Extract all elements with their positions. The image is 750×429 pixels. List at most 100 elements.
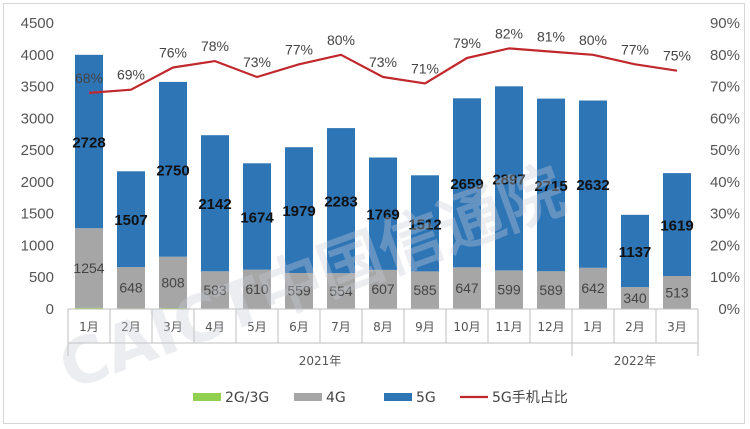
y-right-tick-label: 30%: [710, 206, 740, 223]
x-tick-label: 1月: [583, 320, 603, 334]
data-label-pct: 73%: [369, 54, 397, 70]
bar-4g-0: [75, 228, 103, 308]
data-label-5g: 1507: [114, 212, 147, 229]
line-5g-share: [88, 47, 678, 94]
y-left-tick-label: 4000: [21, 47, 54, 64]
bar-4g-6: [327, 273, 355, 309]
x-tick-label: 9月: [415, 320, 435, 334]
data-label-pct: 77%: [621, 41, 649, 57]
y-left-tick-label: 4500: [21, 15, 54, 32]
data-label-4g: 610: [245, 281, 269, 297]
bar-5g-4: [243, 163, 271, 270]
bar-4g-8: [411, 271, 439, 309]
data-label-4g: 583: [203, 282, 227, 298]
y-left-tick-label: 0: [46, 301, 54, 318]
y-left-tick-label: 2000: [21, 174, 54, 191]
data-label-5g: 2728: [72, 135, 105, 152]
bar-5g-5: [285, 147, 313, 273]
data-label-pct: 76%: [159, 45, 187, 61]
data-label-4g: 647: [455, 280, 479, 296]
bar-5g-10: [495, 86, 523, 271]
bar-5g-12: [579, 100, 607, 268]
data-label-4g: 648: [119, 280, 143, 296]
x-tick-label: 8月: [373, 320, 393, 334]
bar-4g-11: [537, 271, 565, 309]
bar-4g-2: [159, 256, 187, 309]
x-group-label: 2022年: [614, 354, 657, 368]
bar-5g-7: [369, 157, 397, 270]
data-label-4g: 642: [581, 280, 605, 296]
data-label-pct: 71%: [411, 60, 439, 76]
data-label-pct: 79%: [453, 35, 481, 51]
bar-5g-1: [117, 171, 145, 268]
bar-4g-4: [243, 269, 271, 309]
bar-5g-6: [327, 128, 355, 274]
legend-swatch: [193, 393, 221, 401]
x-group-label: 2021年: [299, 354, 342, 368]
y-right-tick-label: 60%: [710, 110, 740, 127]
chart-frame: [3, 3, 745, 424]
bar-4g-12: [579, 267, 607, 309]
bar-5g-0: [75, 54, 103, 229]
data-label-4g: 607: [371, 281, 395, 297]
data-label-pct: 81%: [537, 29, 565, 45]
bar-4g-14: [663, 276, 691, 309]
data-label-5g: 1619: [660, 218, 693, 235]
x-tick-label: 4月: [205, 320, 225, 334]
y-right-tick-label: 90%: [710, 15, 740, 32]
x-tick-label: 5月: [247, 320, 267, 334]
data-label-pct: 75%: [663, 48, 691, 64]
data-label-4g: 554: [329, 283, 353, 299]
y-right-tick-label: 50%: [710, 142, 740, 159]
bar-5g-8: [411, 175, 439, 272]
bar-5g-13: [621, 214, 649, 288]
data-label-5g: 1674: [240, 210, 274, 227]
data-label-5g: 1512: [408, 216, 441, 233]
data-label-5g: 2750: [156, 162, 189, 179]
data-label-4g: 559: [287, 283, 311, 299]
y-right-tick-label: 40%: [710, 174, 740, 191]
data-label-4g: 513: [665, 284, 689, 300]
bar-2g3g-0: [75, 307, 103, 309]
data-label-4g: 585: [413, 282, 437, 298]
bar-4g-3: [201, 271, 229, 309]
data-label-pct: 77%: [285, 41, 313, 57]
y-right-tick-label: 10%: [710, 269, 740, 286]
data-label-pct: 73%: [243, 54, 271, 70]
data-label-4g: 589: [539, 282, 563, 298]
y-right-tick-label: 80%: [710, 47, 740, 64]
x-tick-label: 10月: [453, 320, 480, 334]
y-left-tick-label: 3000: [21, 110, 54, 127]
data-label-pct: 80%: [579, 32, 607, 48]
legend-label: 5G: [416, 390, 436, 406]
bar-5g-3: [201, 135, 229, 272]
bar-4g-13: [621, 287, 649, 309]
legend-swatch: [384, 393, 412, 401]
data-label-5g: 1137: [619, 244, 652, 261]
data-label-4g: 808: [161, 274, 185, 290]
data-label-5g: 2897: [492, 171, 525, 188]
data-label-pct: 78%: [201, 38, 229, 54]
data-label-pct: 68%: [75, 70, 103, 86]
data-label-5g: 2715: [534, 178, 567, 195]
legend-swatch: [294, 393, 322, 401]
y-left-tick-label: 1000: [21, 237, 54, 254]
bar-4g-5: [285, 273, 313, 309]
bar-5g-9: [453, 98, 481, 268]
bar-5g-2: [159, 81, 187, 257]
x-tick-label: 7月: [331, 320, 351, 334]
y-right-tick-label: 70%: [710, 79, 740, 96]
y-left-tick-label: 500: [29, 269, 54, 286]
legend-label: 2G/3G: [225, 390, 269, 406]
data-label-5g: 1979: [282, 203, 315, 220]
data-label-4g: 340: [623, 290, 647, 306]
data-label-pct: 69%: [117, 67, 145, 83]
legend-label: 5G手机占比: [492, 390, 568, 406]
data-label-4g: 599: [497, 282, 521, 298]
data-label-5g: 2659: [450, 176, 483, 193]
x-tick-label: 2月: [121, 320, 141, 334]
x-tick-label: 2月: [625, 320, 645, 334]
y-right-tick-label: 0%: [718, 301, 740, 318]
data-label-pct: 82%: [495, 25, 523, 41]
x-tick-label: 12月: [537, 320, 564, 334]
